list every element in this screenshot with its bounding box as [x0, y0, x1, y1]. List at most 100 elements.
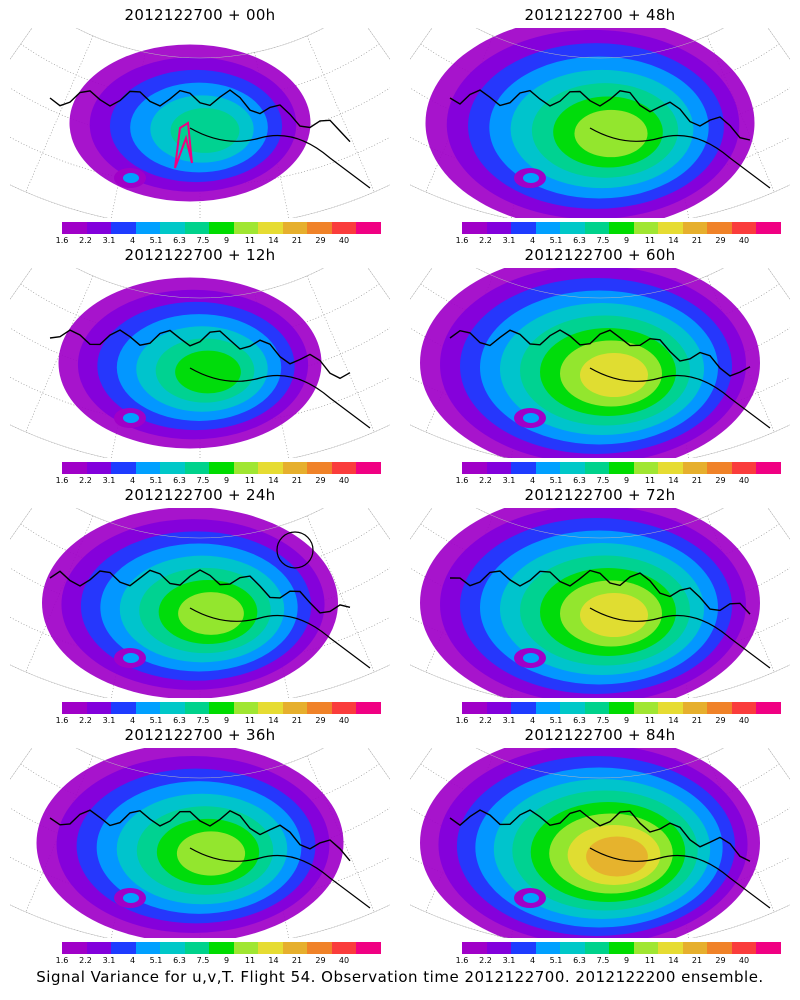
colorbar-label: 9: [223, 716, 230, 725]
colorbar-label: 4: [529, 716, 536, 725]
colorbar-label: 5.1: [549, 956, 563, 965]
map-panel: 2012122700 + 72h 1.6 2.2 3.1 4 5.1 6.3 7.5 9 11 14…: [400, 480, 800, 730]
colorbar-swatch: [86, 462, 111, 474]
colorbar-swatch: [62, 222, 87, 234]
colorbar-swatch: [307, 942, 332, 954]
variance-map: [410, 28, 790, 218]
panel-title: 2012122700 + 84h: [524, 726, 676, 744]
graticule-meridian: [10, 28, 33, 60]
colorbar-swatch: [511, 462, 536, 474]
colorbar-label: 1.6: [55, 236, 69, 245]
colorbar-swatch: [184, 222, 209, 234]
colorbar-label: 3.1: [502, 956, 516, 965]
coastline: [189, 847, 371, 909]
colorbar-swatch: [756, 462, 781, 474]
colorbar-swatch: [160, 462, 185, 474]
colorbar: [62, 942, 381, 954]
colorbar-swatch: [633, 702, 658, 714]
colorbar-swatch: [609, 942, 634, 954]
colorbar-label: 11: [644, 956, 656, 965]
colorbar-label: 40: [338, 476, 350, 485]
variance-contour: [586, 836, 648, 877]
colorbar-swatch: [111, 222, 136, 234]
colorbar-label: 40: [338, 716, 350, 725]
variance-contour: [574, 109, 648, 158]
colorbar-label: 3.1: [502, 476, 516, 485]
colorbar-label: 7.5: [196, 476, 210, 485]
colorbar-label: 29: [315, 716, 326, 725]
colorbar-label: 4: [129, 476, 136, 485]
colorbar-swatch: [535, 462, 560, 474]
colorbar-label: 1.6: [55, 716, 69, 725]
colorbar: [62, 462, 381, 474]
colorbar-swatch: [356, 942, 381, 954]
colorbar-label: 9: [223, 956, 230, 965]
colorbar: [462, 702, 781, 714]
colorbar-swatch: [731, 942, 756, 954]
colorbar-swatch: [356, 702, 381, 714]
colorbar: [62, 222, 381, 234]
colorbar-swatch: [331, 942, 356, 954]
coastline: [449, 329, 751, 377]
graticule-parallel: [20, 283, 380, 341]
panel-title: 2012122700 + 24h: [124, 486, 276, 504]
colorbar: [462, 222, 781, 234]
coastline: [49, 809, 351, 862]
colorbar-label: 9: [623, 716, 630, 725]
graticule-meridian: [767, 748, 790, 780]
colorbar-swatch: [462, 702, 487, 714]
colorbar-swatch: [209, 942, 234, 954]
colorbar-label: 11: [644, 236, 656, 245]
colorbar-label: 6.3: [573, 956, 586, 965]
panel-title: 2012122700 + 72h: [524, 486, 676, 504]
map-panel: 2012122700 + 24h 1.6 2.2 3.1 4 5.1 6.3 7.5 9 11 14…: [0, 480, 400, 730]
graticule-parallel: [20, 43, 380, 101]
variance-map: [410, 748, 790, 938]
variance-contour: [123, 173, 139, 183]
colorbar-swatch: [111, 702, 136, 714]
colorbar-swatch: [609, 462, 634, 474]
colorbar-swatch: [209, 462, 234, 474]
colorbar-swatch: [707, 702, 732, 714]
colorbar-swatch: [486, 222, 511, 234]
colorbar-swatch: [282, 462, 307, 474]
colorbar-label: 5.1: [549, 236, 563, 245]
colorbar-label: 21: [291, 476, 303, 485]
colorbar: [462, 942, 781, 954]
colorbar-label: 21: [291, 716, 303, 725]
variance-contour: [175, 350, 241, 394]
colorbar-label: 29: [715, 716, 726, 725]
colorbar-label: 9: [623, 476, 630, 485]
variance-map: [10, 28, 390, 218]
colorbar-swatch: [511, 702, 536, 714]
variance-contour: [123, 893, 139, 903]
colorbar-label: 2.2: [479, 956, 492, 965]
colorbar-label: 1.6: [55, 476, 69, 485]
colorbar-swatch: [307, 222, 332, 234]
colorbar-swatch: [135, 222, 160, 234]
variance-contour: [178, 592, 244, 635]
colorbar-swatch: [633, 222, 658, 234]
colorbar-swatch: [258, 462, 283, 474]
colorbar-label: 9: [623, 236, 630, 245]
colorbar-swatch: [560, 222, 585, 234]
colorbar-label: 2.2: [79, 236, 92, 245]
colorbar-swatch: [356, 222, 381, 234]
colorbar-label: 7.5: [196, 956, 210, 965]
highlight-circle: [276, 531, 314, 569]
colorbar-label: 14: [668, 476, 679, 485]
colorbar-label: 2.2: [79, 716, 92, 725]
colorbar-label: 1.6: [455, 236, 469, 245]
colorbar-label: 6.3: [573, 476, 586, 485]
colorbar-label: 6.3: [573, 236, 586, 245]
colorbar-swatch: [560, 462, 585, 474]
colorbar-swatch: [233, 942, 258, 954]
coastline: [49, 329, 351, 380]
colorbar-swatch: [486, 462, 511, 474]
map-panel: 2012122700 + 60h 1.6 2.2 3.1 4 5.1 6.3 7.5 9 11 14…: [400, 240, 800, 490]
colorbar-label: 21: [291, 236, 303, 245]
colorbar-label: 5.1: [149, 476, 163, 485]
panel-title: 2012122700 + 00h: [124, 6, 276, 24]
colorbar-label: 1.6: [55, 956, 69, 965]
variance-contour: [580, 353, 648, 397]
